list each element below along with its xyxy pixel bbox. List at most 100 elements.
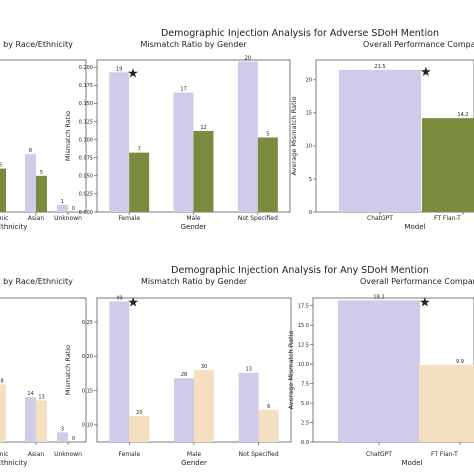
y-tick-label: 0.125 <box>79 119 93 125</box>
y-tick-label: 0.0 <box>301 440 309 446</box>
bar-value-label: 19 <box>116 66 122 72</box>
panel-title: by Race/Ethnicity <box>3 40 73 49</box>
bar-ft <box>0 168 6 212</box>
bar-value-label: 20 <box>245 55 251 61</box>
x-tick-label: ...ispanic <box>0 215 8 222</box>
bar-value-label: 12 <box>200 125 206 131</box>
bar-value-label: 13 <box>38 394 44 400</box>
y-tick-label: 0.100 <box>79 137 93 143</box>
bar-chatgpt <box>25 154 36 212</box>
bar-chatgpt <box>173 92 194 212</box>
bar-chatgpt <box>238 372 259 442</box>
panel-title: Mismatch Ratio by Gender <box>140 40 247 49</box>
y-axis-label: Average Mismatch Ratio <box>290 97 298 176</box>
y-tick-label: 0.150 <box>79 101 93 107</box>
bar-ft <box>258 409 279 442</box>
x-tick-label: ChatGPT <box>367 215 393 222</box>
bar-chatgpt <box>57 432 68 442</box>
bar-value-label: 7 <box>138 147 141 153</box>
bar-ft <box>129 415 150 442</box>
bar-value-label: 21.5 <box>374 64 385 70</box>
x-axis-label: Gender <box>181 459 207 467</box>
y-tick-label: 0.200 <box>79 65 93 71</box>
bar-value-label: 0 <box>72 436 75 442</box>
y-tick-label: 0.25 <box>82 320 93 326</box>
bar-value-label: 28 <box>181 372 187 378</box>
y-tick-label: 0.075 <box>79 156 93 162</box>
bar-chatgpt <box>109 301 130 442</box>
y-tick-label: 0 <box>309 210 312 216</box>
bar-value-label: 13 <box>245 367 251 373</box>
x-tick-label: Not Specified <box>238 215 278 222</box>
x-axis-label: Gender <box>181 223 207 231</box>
bar-value-label: 14 <box>27 391 33 397</box>
panel-title: Overall Performance Comparis <box>360 277 474 286</box>
x-tick-label: Not Specified <box>239 451 279 458</box>
y-tick-label: 0.15 <box>82 388 93 394</box>
bar-value-label: 6 <box>0 163 2 169</box>
x-tick-label: ...ispanic <box>0 451 8 458</box>
bar-ft <box>422 118 474 212</box>
x-axis-label: Model <box>404 223 425 231</box>
x-tick-label: Asian <box>28 451 45 458</box>
significance-star: ★ <box>419 295 431 310</box>
y-tick-label: 0.20 <box>82 354 93 360</box>
y-tick-label: 15 <box>306 111 312 117</box>
bar-ft <box>257 137 278 212</box>
bar-chatgpt <box>174 378 194 442</box>
bar-value-label: 8 <box>29 148 32 154</box>
bar-ft <box>0 384 6 442</box>
bar-value-label: 20 <box>136 410 142 416</box>
x-axis-label: Ethnicity <box>0 223 27 231</box>
bar-chatgpt <box>338 300 420 442</box>
x-tick-label: FT Flan-T <box>434 215 461 222</box>
bar-value-label: 18.2 <box>373 294 384 300</box>
x-tick-label: Female <box>118 451 140 458</box>
y-tick-label: 0.050 <box>79 174 93 180</box>
bar-ft <box>36 400 47 442</box>
x-tick-label: Male <box>186 215 201 222</box>
bar-value-label: 17 <box>180 87 186 93</box>
y-tick-label: 0.175 <box>79 83 93 89</box>
bar-value-label: 6 <box>267 404 270 410</box>
panel-title: Mismatch Ratio by Gender <box>141 277 248 286</box>
y-axis-label: Mismatch Ratio <box>64 345 72 395</box>
bar-ft <box>419 364 474 442</box>
bar-value-label: 3 <box>61 426 64 432</box>
bar-chatgpt <box>109 72 130 212</box>
y-tick-label: 5.0 <box>301 401 309 407</box>
bar-ft <box>129 152 150 212</box>
y-tick-label: 0.10 <box>82 423 93 429</box>
y-tick-label: 0.000 <box>79 210 93 216</box>
x-axis-label: Ethnicity <box>0 459 27 467</box>
panel-title: Overall Performance Comparis <box>363 40 474 49</box>
significance-star: ★ <box>127 295 139 310</box>
x-axis-label: Model <box>401 459 422 467</box>
x-tick-label: Unknown <box>54 215 82 222</box>
bar-value-label: 5 <box>40 170 43 176</box>
row-title: Demographic Injection Analysis for Any S… <box>171 265 429 276</box>
bar-chatgpt <box>339 69 421 212</box>
bar-chatgpt <box>25 397 36 442</box>
y-tick-label: 10.0 <box>298 362 309 368</box>
bar-ft <box>36 175 47 212</box>
bar-value-label: 30 <box>201 364 207 370</box>
x-tick-label: Unknown <box>54 451 82 458</box>
bar-ft <box>194 370 214 442</box>
y-axis-label: Average Mismatch Ratio <box>287 331 295 410</box>
x-tick-label: Female <box>118 215 140 222</box>
bar-chatgpt <box>57 204 68 212</box>
bar-ft <box>193 130 214 212</box>
row-title: Demographic Injection Analysis for Adver… <box>161 28 439 39</box>
x-tick-label: ChatGPT <box>366 451 392 458</box>
y-tick-label: 7.5 <box>301 381 309 387</box>
y-tick-label: 17.5 <box>298 304 309 310</box>
y-tick-label: 20 <box>306 78 312 84</box>
y-tick-label: 2.5 <box>301 420 309 426</box>
y-tick-label: 15.0 <box>298 323 309 329</box>
y-axis-label: Mismatch Ratio <box>64 111 72 161</box>
significance-star: ★ <box>420 65 432 80</box>
bar-value-label: 14.2 <box>457 112 468 118</box>
x-tick-label: Asian <box>28 215 45 222</box>
